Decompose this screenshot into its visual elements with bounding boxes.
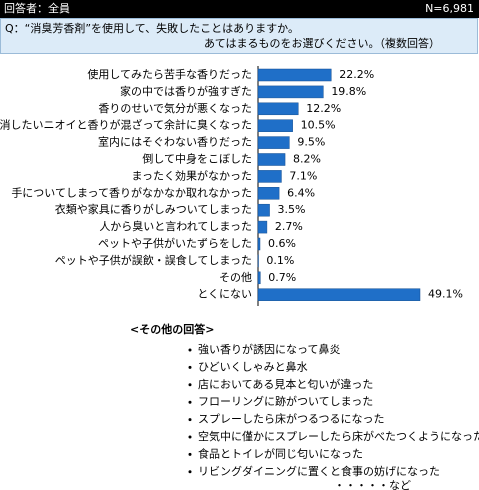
bar [257, 85, 324, 99]
other-more: ・・・・・など [334, 479, 411, 490]
value-label: 19.8% [331, 85, 366, 98]
bar [257, 203, 270, 217]
value-label: 0.7% [268, 271, 296, 284]
bar [257, 153, 286, 166]
bullet [188, 470, 192, 474]
category-label: 倒して中身をこぼした [142, 152, 252, 166]
bar [257, 187, 280, 200]
other-item: 店においてある見本と匂いが違った [198, 377, 373, 391]
bullet [188, 418, 192, 422]
other-item: 空気中に僅かにスプレーしたら床がべたつくようになった [198, 429, 479, 443]
bullet [188, 400, 192, 404]
category-label: 室内にはそぐわない香りだった [98, 135, 252, 149]
other-item: ひどいくしゃみと鼻水 [198, 359, 308, 373]
other-item: フローリングに跡がついてしまった [198, 394, 373, 408]
other-title: <その他の回答> [130, 322, 214, 336]
value-label: 22.2% [339, 68, 374, 81]
bar [257, 136, 290, 149]
value-label: 3.5% [278, 203, 306, 216]
bullet [188, 452, 192, 456]
category-label: まったく効果がなかった [131, 168, 252, 182]
value-label: 49.1% [428, 288, 463, 301]
question-box [0, 18, 478, 54]
value-label: 10.5% [301, 119, 336, 132]
category-label: 手についてしまって香りがなかなか取れなかった [11, 185, 252, 199]
bar [257, 102, 299, 116]
bar [257, 220, 268, 234]
other-item: スプレーしたら床がつるつるになった [198, 412, 385, 426]
category-label: 消したいニオイと香りが混ざって余計に臭くなった [0, 118, 252, 132]
bar [257, 271, 261, 285]
bar [257, 288, 421, 301]
category-label: その他 [219, 271, 252, 284]
bar [257, 170, 282, 183]
header-bar [0, 0, 479, 18]
question-line: あてはまるものをお選びください。（複数回答） [204, 36, 440, 50]
category-label: とくにない [197, 288, 252, 301]
value-label: 2.7% [275, 220, 303, 233]
value-label: 0.6% [268, 237, 296, 250]
category-label: ペットや子供が誤飲・誤食してしまった [55, 253, 252, 267]
bullet [188, 348, 192, 352]
value-label: 0.1% [266, 254, 294, 267]
sample-size: N=6,981 [425, 2, 474, 15]
category-label: 家の中では香りが強すぎた [120, 84, 252, 98]
category-label: ペットや子供がいたずらをした [98, 236, 252, 250]
question-line: Q：“消臭芳香剤”を使用して、失敗したことはありますか。 [5, 21, 299, 35]
bar [257, 68, 332, 82]
bar [257, 237, 261, 251]
value-label: 12.2% [306, 102, 341, 115]
value-label: 8.2% [293, 153, 321, 166]
value-label: 6.4% [287, 186, 315, 199]
bullet [188, 435, 192, 439]
category-label: 使用してみたら苦手な香りだった [87, 67, 252, 81]
bar [257, 254, 259, 268]
other-item: 強い香りが誘因になって鼻炎 [198, 342, 340, 356]
respondents: 回答者：全員 [4, 1, 70, 15]
value-label: 7.1% [289, 169, 317, 182]
bullet [188, 383, 192, 387]
bar [257, 119, 293, 132]
value-label: 9.5% [297, 136, 325, 149]
bullet [188, 365, 192, 369]
other-item: リビングダイニングに置くと食事の妨げになった [198, 464, 440, 478]
other-item: 食品とトイレが同じ匂いになった [198, 446, 363, 460]
category-label: 衣類や家具に香りがしみついてしまった [55, 202, 252, 216]
category-label: 人から臭いと言われてしまった [99, 219, 252, 233]
category-label: 香りのせいで気分が悪くなった [98, 101, 252, 115]
